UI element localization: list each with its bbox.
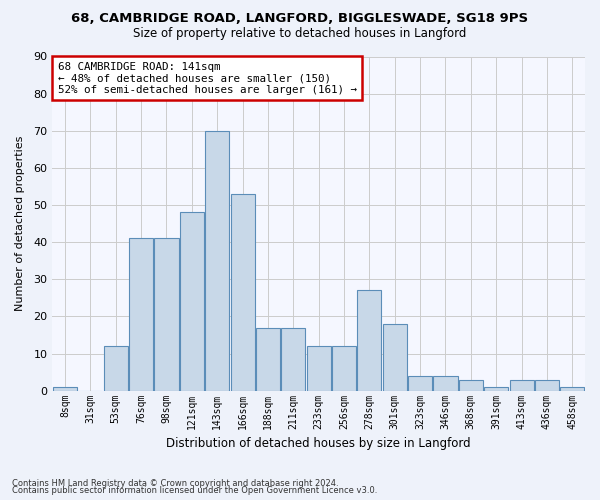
Text: 68 CAMBRIDGE ROAD: 141sqm
← 48% of detached houses are smaller (150)
52% of semi: 68 CAMBRIDGE ROAD: 141sqm ← 48% of detac… <box>58 62 356 94</box>
Bar <box>509 380 533 390</box>
Bar <box>459 380 483 390</box>
Bar <box>205 131 229 390</box>
Bar <box>180 212 204 390</box>
Bar <box>129 238 153 390</box>
Bar <box>408 376 432 390</box>
X-axis label: Distribution of detached houses by size in Langford: Distribution of detached houses by size … <box>166 437 471 450</box>
Bar <box>53 387 77 390</box>
Bar <box>535 380 559 390</box>
Bar <box>383 324 407 390</box>
Bar <box>256 328 280 390</box>
Text: 68, CAMBRIDGE ROAD, LANGFORD, BIGGLESWADE, SG18 9PS: 68, CAMBRIDGE ROAD, LANGFORD, BIGGLESWAD… <box>71 12 529 26</box>
Y-axis label: Number of detached properties: Number of detached properties <box>15 136 25 312</box>
Bar <box>154 238 179 390</box>
Bar <box>307 346 331 391</box>
Bar <box>332 346 356 391</box>
Bar <box>484 387 508 390</box>
Text: Size of property relative to detached houses in Langford: Size of property relative to detached ho… <box>133 28 467 40</box>
Bar <box>104 346 128 391</box>
Bar <box>358 290 382 390</box>
Text: Contains HM Land Registry data © Crown copyright and database right 2024.: Contains HM Land Registry data © Crown c… <box>12 478 338 488</box>
Text: Contains public sector information licensed under the Open Government Licence v3: Contains public sector information licen… <box>12 486 377 495</box>
Bar <box>433 376 458 390</box>
Bar <box>560 387 584 390</box>
Bar <box>281 328 305 390</box>
Bar <box>230 194 254 390</box>
